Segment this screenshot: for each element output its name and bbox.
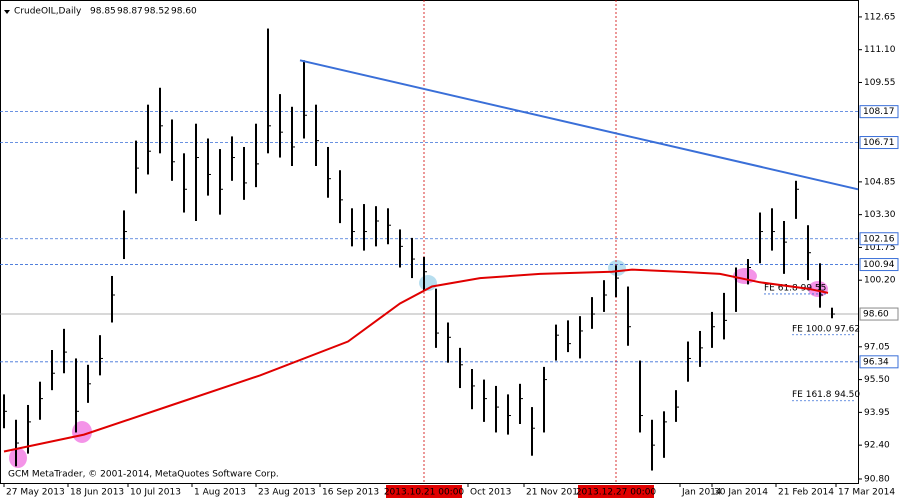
x-tick-label: 18 Jun 2013 bbox=[70, 488, 124, 498]
y-tick-label: 111.10 bbox=[864, 45, 896, 55]
fibo-label: FE 61.8 99.55 bbox=[764, 283, 826, 293]
level-box bbox=[859, 105, 899, 119]
y-tick-label: 93.95 bbox=[864, 408, 890, 418]
x-tick-label: 23 Aug 2013 bbox=[258, 488, 316, 498]
level-box bbox=[859, 136, 899, 150]
trendline bbox=[299, 59, 859, 191]
y-tick-label: 90.80 bbox=[864, 474, 890, 484]
x-tick-label: 21 Nov 2013 bbox=[526, 488, 584, 498]
highlight bbox=[9, 448, 27, 468]
y-tick-label: 92.40 bbox=[864, 441, 890, 451]
y-tick-label: 100.20 bbox=[864, 276, 896, 286]
fibo-label: FE 161.8 94.50 bbox=[792, 390, 860, 400]
level-label: 100.94 bbox=[863, 260, 895, 270]
price-box bbox=[859, 307, 899, 321]
x-tick-label: 30 Jan 2014 bbox=[714, 488, 768, 498]
highlight bbox=[808, 281, 828, 297]
y-tick-label: 104.85 bbox=[864, 177, 896, 187]
x-tick-label: 16 Sep 2013 bbox=[322, 488, 379, 498]
y-tick-label: 109.55 bbox=[864, 78, 896, 88]
marker-box bbox=[386, 485, 462, 498]
x-tick-label: 27 May 2013 bbox=[6, 488, 65, 498]
plot-frame bbox=[0, 0, 859, 484]
marker-box bbox=[578, 485, 654, 498]
copyright: GCM MetaTrader, © 2001-2014, MetaQuotes … bbox=[8, 470, 279, 480]
y-tick-label: 97.05 bbox=[864, 342, 890, 352]
level-label: 108.17 bbox=[863, 107, 895, 117]
level-box bbox=[859, 355, 899, 369]
marker-label: 2013.10.21 00:00 bbox=[384, 488, 465, 498]
x-tick-label: 17 Mar 2014 bbox=[838, 488, 895, 498]
chart-title: CrudeOIL,Daily bbox=[14, 7, 82, 17]
x-tick-label: 21 Feb 2014 bbox=[778, 488, 834, 498]
y-tick-label: 112.65 bbox=[864, 12, 896, 22]
header-value: 98.60 bbox=[171, 7, 197, 17]
header-value: 98.52 bbox=[144, 7, 170, 17]
y-tick-label: 101.75 bbox=[864, 243, 896, 253]
x-tick-label: 10 Jul 2013 bbox=[130, 488, 181, 498]
x-tick-label: Oct 2013 bbox=[470, 488, 511, 498]
x-tick-label: 1 Aug 2013 bbox=[194, 488, 246, 498]
level-label: 96.34 bbox=[863, 357, 889, 367]
level-box bbox=[859, 258, 899, 272]
header-value: 98.85 bbox=[90, 7, 116, 17]
menu-arrow bbox=[4, 10, 10, 14]
y-tick-label: 103.30 bbox=[864, 210, 896, 220]
level-box bbox=[859, 232, 899, 246]
fibo-label: FE 100.0 97.62 bbox=[792, 324, 860, 334]
moving-average bbox=[3, 268, 829, 453]
header-value: 98.87 bbox=[117, 7, 143, 17]
level-label: 106.71 bbox=[863, 138, 895, 148]
y-tick-label: 95.50 bbox=[864, 375, 890, 385]
x-tick-label: Jan 2014 bbox=[681, 488, 722, 498]
marker-label: 2013.12.27 00:00 bbox=[576, 488, 657, 498]
level-label: 102.16 bbox=[863, 234, 895, 244]
price-label: 98.60 bbox=[863, 310, 889, 320]
